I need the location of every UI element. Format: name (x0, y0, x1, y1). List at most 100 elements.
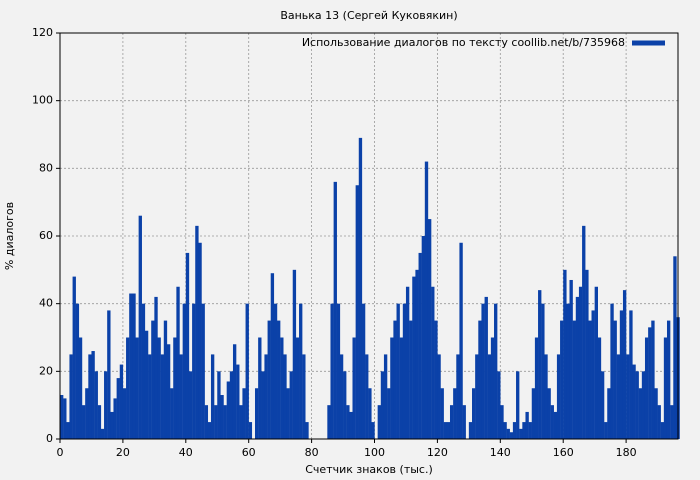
bar (129, 293, 133, 439)
bar (223, 405, 227, 439)
bar (591, 310, 595, 439)
bar (157, 337, 161, 439)
bar (478, 320, 482, 439)
bar (622, 290, 627, 439)
plot-frame (59, 32, 679, 440)
bar (594, 286, 599, 439)
bar (607, 388, 611, 439)
bar (254, 388, 259, 439)
x-tick-label: 40 (179, 446, 193, 459)
bar (63, 398, 67, 439)
bar (641, 371, 646, 439)
bar (330, 303, 334, 439)
bar (220, 395, 224, 439)
y-tick-label: 20 (39, 364, 53, 377)
bar (343, 371, 347, 439)
bar (563, 269, 567, 439)
bar (443, 422, 448, 439)
bar (104, 371, 108, 439)
bar (85, 388, 89, 439)
bar (333, 181, 337, 439)
bar (421, 236, 426, 439)
bar (550, 405, 554, 439)
bar (119, 364, 124, 439)
bar (544, 354, 548, 439)
bar (302, 354, 306, 439)
bar (673, 256, 677, 439)
bar (654, 388, 658, 439)
bar (126, 337, 130, 439)
bar (217, 371, 221, 439)
bar (525, 411, 529, 439)
bar (519, 428, 523, 439)
bar (522, 422, 526, 439)
x-tick-label: 140 (490, 446, 511, 459)
bar (648, 327, 652, 439)
bar (368, 388, 372, 439)
bar (670, 405, 674, 439)
bar (66, 422, 70, 439)
bar (116, 378, 120, 439)
bar (556, 354, 561, 439)
bar (82, 405, 86, 439)
bar (600, 371, 605, 439)
bar (72, 276, 76, 439)
bar (572, 320, 576, 439)
bar (512, 422, 517, 439)
bar (371, 422, 375, 439)
bar (462, 405, 466, 439)
bar (229, 371, 234, 439)
bar (393, 320, 397, 439)
bar (651, 320, 655, 439)
x-tick-label: 0 (57, 446, 64, 459)
bar (299, 303, 303, 439)
bar (547, 388, 551, 439)
bar (481, 303, 485, 439)
bar (531, 388, 536, 439)
bar (475, 354, 479, 439)
bar (195, 225, 199, 439)
bar (78, 337, 83, 439)
bar (166, 344, 171, 439)
bar (566, 303, 570, 439)
bar (185, 252, 190, 439)
bar (339, 354, 344, 439)
bar (100, 428, 105, 439)
bar (446, 422, 451, 439)
bar (280, 337, 284, 439)
bar (528, 422, 532, 439)
legend-swatch (632, 40, 665, 46)
bar (327, 405, 331, 439)
bar (402, 303, 407, 439)
bar (597, 337, 602, 439)
bar (273, 303, 278, 439)
y-tick-label: 0 (46, 432, 53, 445)
bar (198, 242, 202, 439)
x-tick-label: 20 (116, 446, 130, 459)
bar (258, 337, 262, 439)
bar (188, 371, 193, 439)
bar (94, 371, 98, 439)
bar (399, 337, 404, 439)
bar (336, 303, 341, 439)
bar (500, 405, 504, 439)
bar (132, 293, 136, 439)
chart-title: Ванька 13 (Сергей Куковякин) (280, 9, 457, 22)
x-tick-label: 80 (305, 446, 319, 459)
bar (626, 354, 630, 439)
bar (660, 422, 665, 439)
y-tick-label: 60 (39, 229, 53, 242)
bar (365, 354, 369, 439)
bar (107, 310, 111, 439)
bar (141, 303, 146, 439)
bar (553, 411, 558, 439)
bar (666, 320, 671, 439)
bar (91, 351, 95, 439)
bar (277, 320, 281, 439)
bar (490, 337, 495, 439)
bar (468, 422, 473, 439)
bar (232, 344, 237, 439)
bar (663, 337, 668, 439)
bar (75, 303, 80, 439)
bar (453, 388, 457, 439)
